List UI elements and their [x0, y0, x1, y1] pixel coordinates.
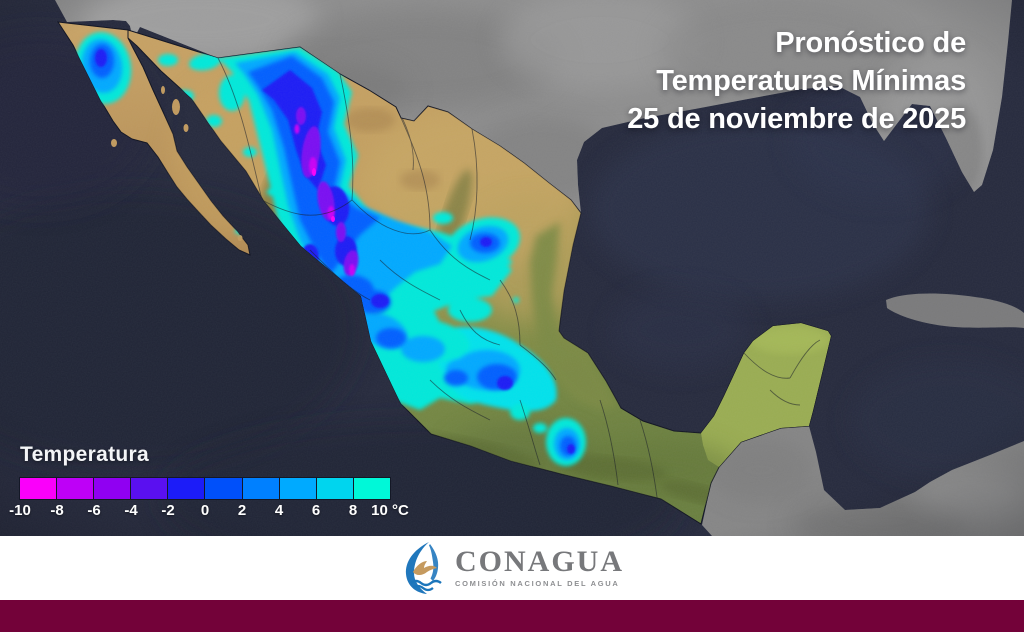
legend-ticks: -10 -8 -6 -4 -2 0 2 4 6 8 10 °C [9, 502, 440, 522]
title-line-1: Pronóstico de [775, 27, 966, 59]
legend-swatch [168, 478, 205, 499]
map-title: Pronóstico de Temperaturas Mínimas 25 de… [627, 24, 966, 138]
legend-swatch [57, 478, 94, 499]
legend-swatch [279, 478, 316, 499]
legend-bar [19, 477, 391, 500]
conagua-logo-icon [405, 542, 442, 594]
legend-tick: -4 [124, 502, 138, 519]
footer-banner: CONAGUA COMISIÓN NACIONAL DEL AGUA [0, 536, 1024, 600]
legend-tick: 8 [348, 502, 358, 519]
legend-tick: -2 [161, 502, 175, 519]
legend-tick: -6 [87, 502, 101, 519]
title-line-3: 25 de noviembre de 2025 [627, 103, 966, 135]
conagua-wordmark: CONAGUA COMISIÓN NACIONAL DEL AGUA [455, 545, 624, 589]
eagle-icon [413, 561, 437, 575]
legend-tick: -10 [9, 502, 31, 519]
vignette [0, 0, 1024, 536]
conagua-org-name: CONAGUA [455, 545, 624, 578]
legend-tick: 0 [200, 502, 210, 519]
legend-swatch [205, 478, 242, 499]
legend-title: Temperatura [20, 443, 149, 466]
water-drop-icon-tip [429, 544, 439, 581]
mexico-temperature-map [0, 0, 1024, 536]
legend-tick: -8 [50, 502, 64, 519]
legend-swatch [353, 478, 390, 499]
waves-icon-2 [412, 584, 434, 592]
legend-tick: 6 [311, 502, 321, 519]
bottom-bar [0, 600, 1024, 632]
title-line-2: Temperaturas Mínimas [656, 65, 966, 97]
conagua-tagline: COMISIÓN NACIONAL DEL AGUA [455, 579, 620, 588]
legend-swatch [94, 478, 131, 499]
legend-swatch [131, 478, 168, 499]
legend-tick: 2 [237, 502, 247, 519]
legend-tick: 10 °C [371, 502, 409, 519]
waves-icon [410, 579, 442, 587]
legend-swatch [20, 478, 57, 499]
legend-tick: 4 [274, 502, 284, 519]
legend-swatch [316, 478, 353, 499]
legend-swatch [242, 478, 279, 499]
water-drop-icon [405, 542, 429, 594]
